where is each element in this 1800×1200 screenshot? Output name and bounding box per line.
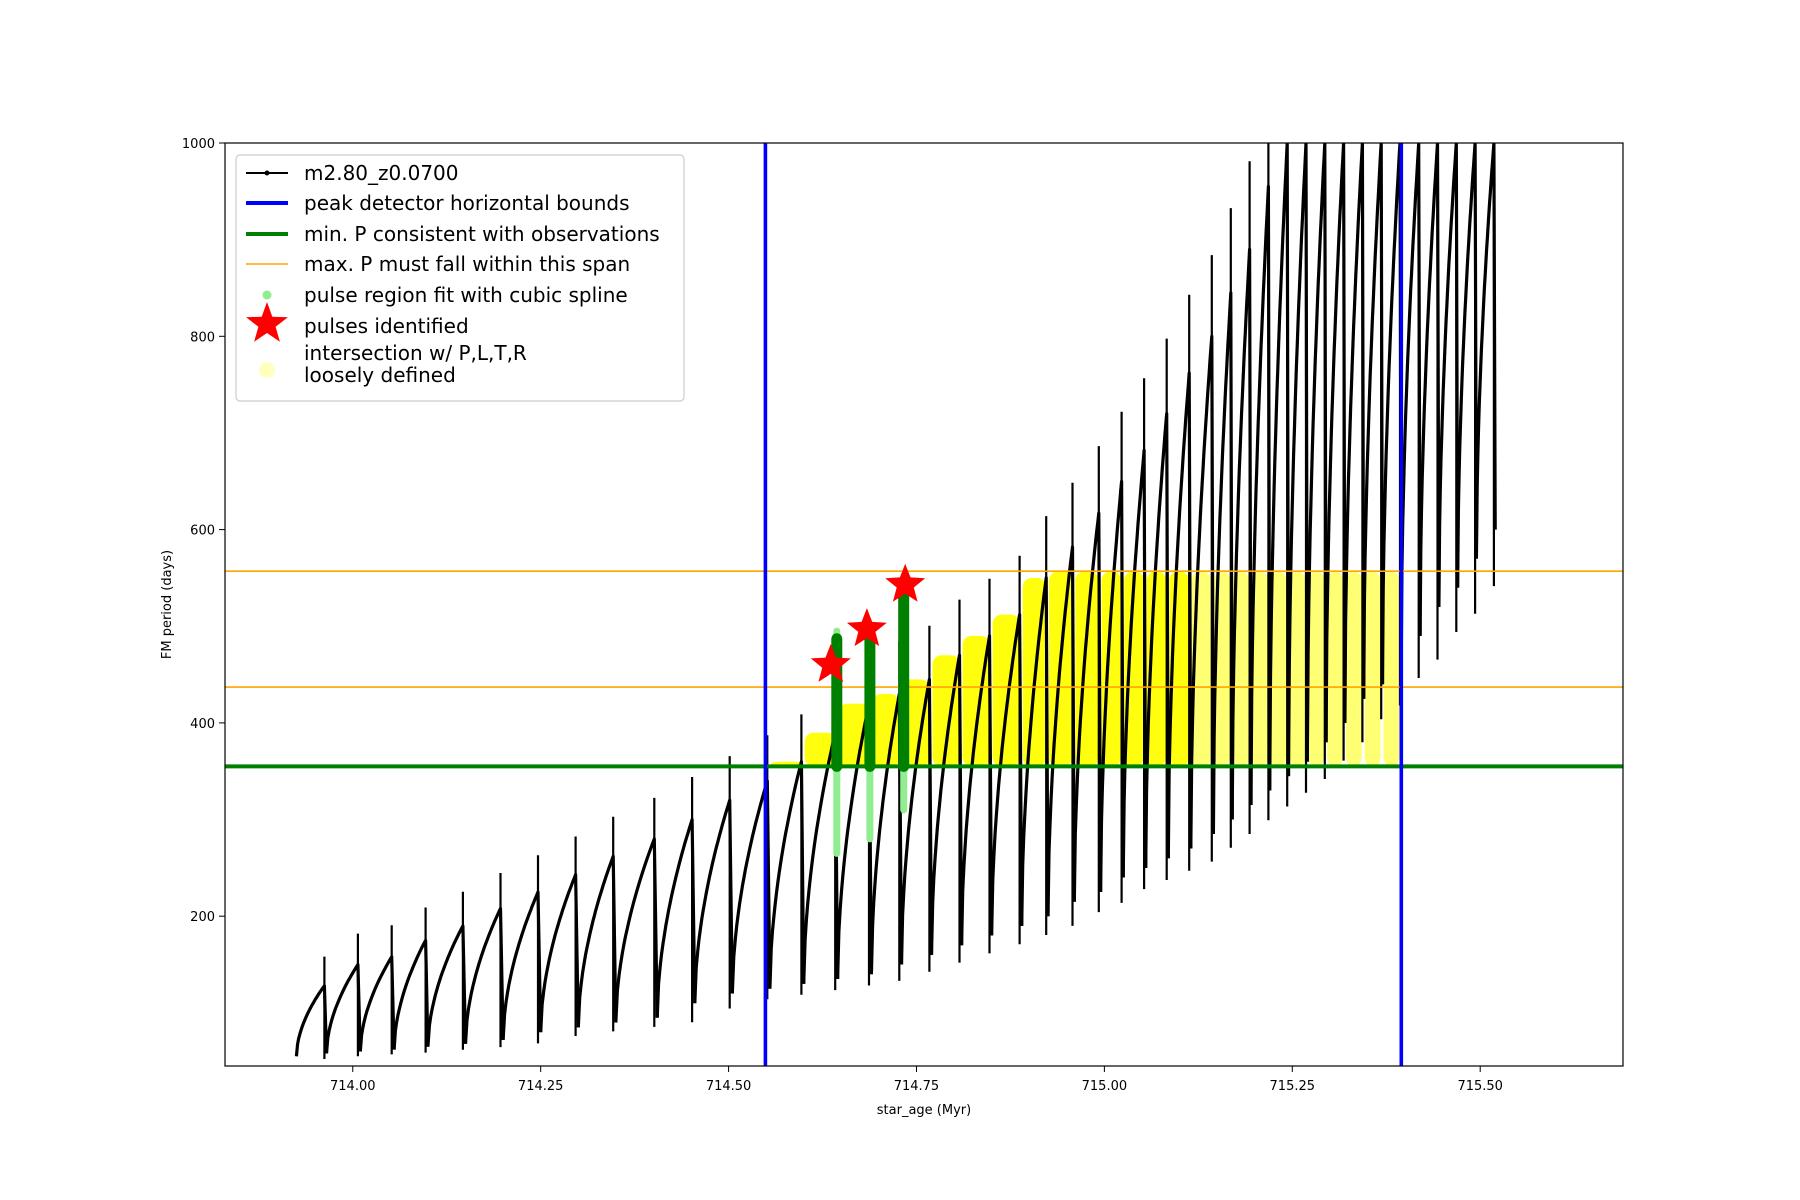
legend-label: pulse region fit with cubic spline (304, 283, 628, 307)
plot-area (225, 143, 1623, 1066)
intersection-fill (1289, 571, 1306, 767)
intersection-fill (1252, 571, 1268, 767)
intersection-fill (1124, 571, 1144, 767)
track-cycle (1166, 371, 1193, 859)
y-axis-label: FM period (days) (160, 550, 175, 659)
track-cycle (1072, 511, 1103, 902)
y-tick-label: 400 (190, 717, 215, 732)
track-cycle (768, 760, 806, 989)
track-cycle (1418, 143, 1441, 636)
spline-fits (831, 579, 910, 857)
x-tick-label: 715.25 (1270, 1079, 1316, 1094)
track-cycle (960, 634, 994, 946)
intersection-fill (1308, 571, 1325, 767)
x-tick-label: 714.50 (706, 1079, 752, 1094)
track-cycle (1437, 143, 1460, 607)
legend-label: min. P consistent with observations (304, 222, 660, 246)
intersection-fill (1233, 571, 1249, 767)
intersection-fill (1270, 571, 1287, 767)
track-cycle (929, 653, 964, 955)
track-cycle (1343, 143, 1366, 723)
intersection-fill (1364, 571, 1381, 767)
legend-handle-dot (259, 362, 275, 378)
legend-label: m2.80_z0.0700 (304, 161, 459, 185)
legend-label: pulses identified (304, 314, 469, 338)
pulse-star (846, 608, 887, 647)
x-tick-label: 714.00 (330, 1079, 376, 1094)
track-cycle (1380, 143, 1403, 685)
x-tick-label: 715.00 (1082, 1079, 1128, 1094)
x-tick-label: 714.75 (894, 1079, 940, 1094)
legend-box (235, 154, 685, 402)
track-cycle (1189, 334, 1215, 849)
track-cycle (358, 955, 396, 1052)
legend-label: intersection w/ P,L,T,R loosely defined (304, 341, 527, 387)
track-cycle (1230, 247, 1253, 820)
track-cycle (1020, 576, 1050, 926)
track-cycle (1121, 448, 1148, 878)
track-cycle (1268, 143, 1291, 791)
axes: 714.00 714.25 714.50 714.75 715.00 715.25 715.… (160, 137, 1624, 1118)
y-tick-label: 1000 (182, 137, 215, 152)
track-cycle (1144, 412, 1170, 868)
track-cycle (576, 854, 618, 1028)
legend-label: max. P must fall within this span (304, 252, 630, 276)
track-cycle (869, 692, 904, 975)
x-tick-label: 715.50 (1457, 1079, 1503, 1094)
pulse-star (885, 563, 926, 602)
track-cycle (1362, 143, 1385, 699)
intersection-fill (838, 703, 870, 767)
y-tick-label: 200 (190, 910, 215, 925)
y-tick-label: 600 (190, 524, 215, 539)
track-cycle (1456, 143, 1478, 588)
y-tick-label: 800 (190, 330, 215, 345)
track-cycle (324, 962, 362, 1054)
track-cycle (501, 890, 543, 1040)
plot-clip (225, 143, 1623, 1066)
track-cycle (655, 817, 697, 1018)
legend-label: peak detector horizontal bounds (304, 191, 630, 215)
intersection-fill (872, 693, 900, 767)
track-cycle (1399, 143, 1422, 656)
track-cycle (539, 873, 580, 1033)
legend-handle-dot (262, 290, 272, 300)
track-cycle (1046, 545, 1076, 917)
track-cycle (730, 779, 772, 994)
intersection-fill (902, 679, 930, 767)
track-cycle (614, 837, 659, 1023)
intersection-fill (1345, 571, 1362, 767)
x-axis-label: star_age (Myr) (877, 1103, 971, 1118)
track-cycle (1211, 291, 1234, 835)
track-cycle (990, 613, 1024, 936)
track-cycle (1099, 479, 1125, 893)
intersection-fill (932, 655, 960, 767)
pulse-star (810, 643, 851, 682)
track-cycle (1474, 143, 1497, 559)
track-cycle (294, 984, 329, 1057)
track-cycle (1324, 143, 1347, 743)
intersection-fill (1327, 571, 1343, 767)
intersection-fill (1214, 571, 1231, 767)
legend-handle-dot (264, 170, 270, 176)
track-cycle (1286, 143, 1309, 777)
track-cycle (1305, 143, 1328, 762)
track-cycle (1249, 184, 1272, 806)
legend-handle-star (246, 302, 288, 342)
intersection-fill (804, 732, 836, 767)
track-cycle (802, 731, 840, 984)
x-tick-label: 714.25 (518, 1079, 564, 1094)
track-cycle (392, 938, 430, 1050)
axes-frame (224, 142, 1624, 1067)
intersection-fill (1383, 571, 1400, 767)
track-cycle (426, 924, 468, 1047)
track-cycle (463, 906, 505, 1044)
track-cycle (693, 798, 734, 1004)
